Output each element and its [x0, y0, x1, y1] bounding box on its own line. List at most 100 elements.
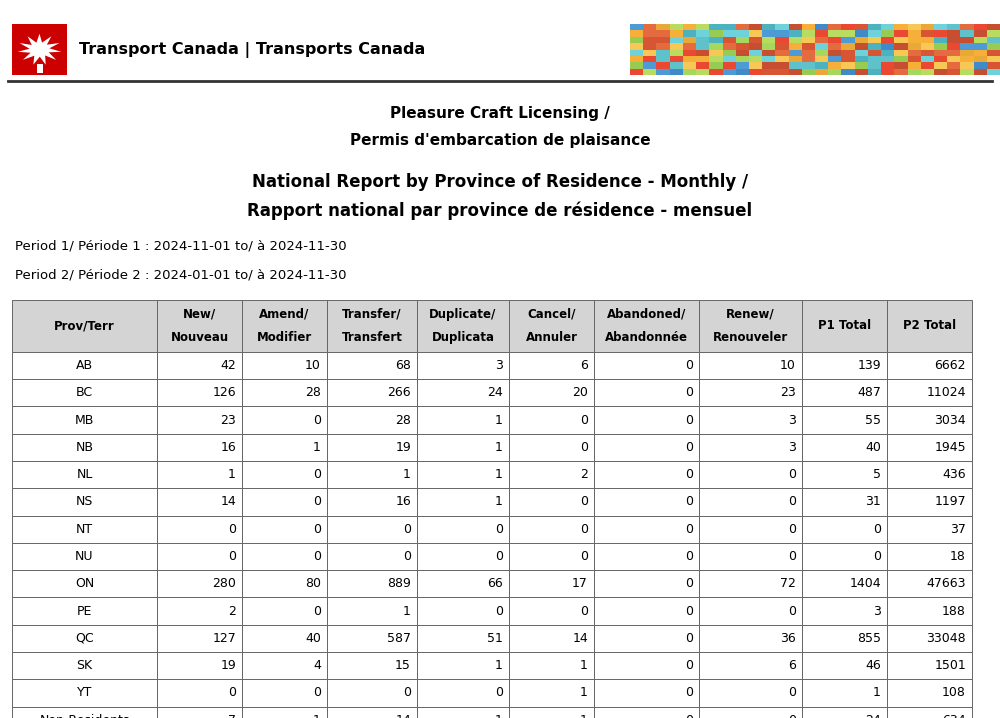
Bar [722, 24, 736, 30]
Text: 126: 126 [212, 386, 236, 399]
Bar [749, 62, 762, 69]
Bar [509, 516, 594, 543]
Text: SK: SK [76, 659, 93, 672]
Bar [696, 69, 709, 75]
Text: 1: 1 [313, 714, 321, 718]
Bar [722, 43, 736, 50]
Bar [868, 69, 881, 75]
Bar [509, 707, 594, 718]
Text: 20: 20 [572, 386, 588, 399]
Text: 10: 10 [780, 359, 796, 372]
Text: Abandoned/: Abandoned/ [607, 307, 686, 320]
Text: 0: 0 [495, 523, 503, 536]
Bar [417, 570, 509, 597]
Bar [947, 37, 960, 43]
Bar [921, 50, 934, 56]
Text: 0: 0 [685, 386, 693, 399]
Text: 0: 0 [580, 441, 588, 454]
Bar [683, 30, 696, 37]
Bar [974, 56, 987, 62]
Text: 11024: 11024 [926, 386, 966, 399]
Bar [815, 37, 828, 43]
Bar [327, 570, 417, 597]
Bar [789, 62, 802, 69]
Text: 66: 66 [487, 577, 503, 590]
Text: 1: 1 [403, 605, 411, 617]
Text: 1: 1 [495, 714, 503, 718]
Text: 1: 1 [495, 441, 503, 454]
Bar [594, 543, 699, 570]
Bar [594, 461, 699, 488]
Bar [987, 62, 1000, 69]
Bar [868, 56, 881, 62]
Bar [736, 37, 749, 43]
Bar [762, 50, 775, 56]
Text: 37: 37 [950, 523, 966, 536]
Text: 1: 1 [580, 714, 588, 718]
Bar [881, 50, 894, 56]
Bar [960, 62, 974, 69]
Bar [509, 434, 594, 461]
Bar [974, 30, 987, 37]
Bar [594, 570, 699, 597]
Bar [841, 43, 855, 50]
Text: 0: 0 [495, 605, 503, 617]
Text: PE: PE [77, 605, 92, 617]
Bar [683, 24, 696, 30]
Text: 0: 0 [685, 686, 693, 699]
Bar [802, 625, 887, 652]
Bar [762, 37, 775, 43]
Text: 0: 0 [580, 550, 588, 563]
Bar [789, 37, 802, 43]
Bar [960, 24, 974, 30]
Bar [762, 43, 775, 50]
Text: 139: 139 [857, 359, 881, 372]
Bar [12, 488, 157, 516]
Bar [855, 43, 868, 50]
Bar [802, 62, 815, 69]
Text: Pleasure Craft Licensing /: Pleasure Craft Licensing / [390, 106, 610, 121]
Bar [908, 69, 921, 75]
Bar [696, 62, 709, 69]
Bar [417, 679, 509, 707]
Bar [36, 64, 42, 73]
Text: 0: 0 [685, 550, 693, 563]
Bar [242, 406, 327, 434]
Text: 28: 28 [305, 386, 321, 399]
Bar [887, 625, 972, 652]
Text: 280: 280 [212, 577, 236, 590]
Bar [841, 24, 855, 30]
Text: 40: 40 [305, 632, 321, 645]
Bar [699, 300, 802, 352]
Text: Period 2/ Période 2 : 2024-01-01 to/ à 2024-11-30: Period 2/ Période 2 : 2024-01-01 to/ à 2… [15, 269, 347, 281]
Text: 1: 1 [313, 441, 321, 454]
Bar [699, 406, 802, 434]
Text: 14: 14 [572, 632, 588, 645]
Text: 855: 855 [857, 632, 881, 645]
Text: Modifier: Modifier [257, 332, 312, 345]
Bar [709, 50, 723, 56]
Bar [630, 24, 643, 30]
Bar [921, 37, 934, 43]
Text: 1: 1 [873, 686, 881, 699]
Bar [417, 543, 509, 570]
Bar [749, 56, 762, 62]
Bar [887, 406, 972, 434]
Text: 3: 3 [495, 359, 503, 372]
Bar [762, 30, 775, 37]
Text: 18: 18 [950, 550, 966, 563]
Bar [709, 69, 723, 75]
Text: 0: 0 [685, 632, 693, 645]
Bar [921, 43, 934, 50]
Text: 16: 16 [220, 441, 236, 454]
Bar [12, 352, 157, 379]
Bar [815, 69, 828, 75]
Text: 127: 127 [212, 632, 236, 645]
Bar [417, 625, 509, 652]
Bar [643, 37, 656, 43]
Bar [802, 488, 887, 516]
Bar [12, 543, 157, 570]
Bar [709, 43, 723, 50]
Bar [327, 597, 417, 625]
Text: 2: 2 [228, 605, 236, 617]
